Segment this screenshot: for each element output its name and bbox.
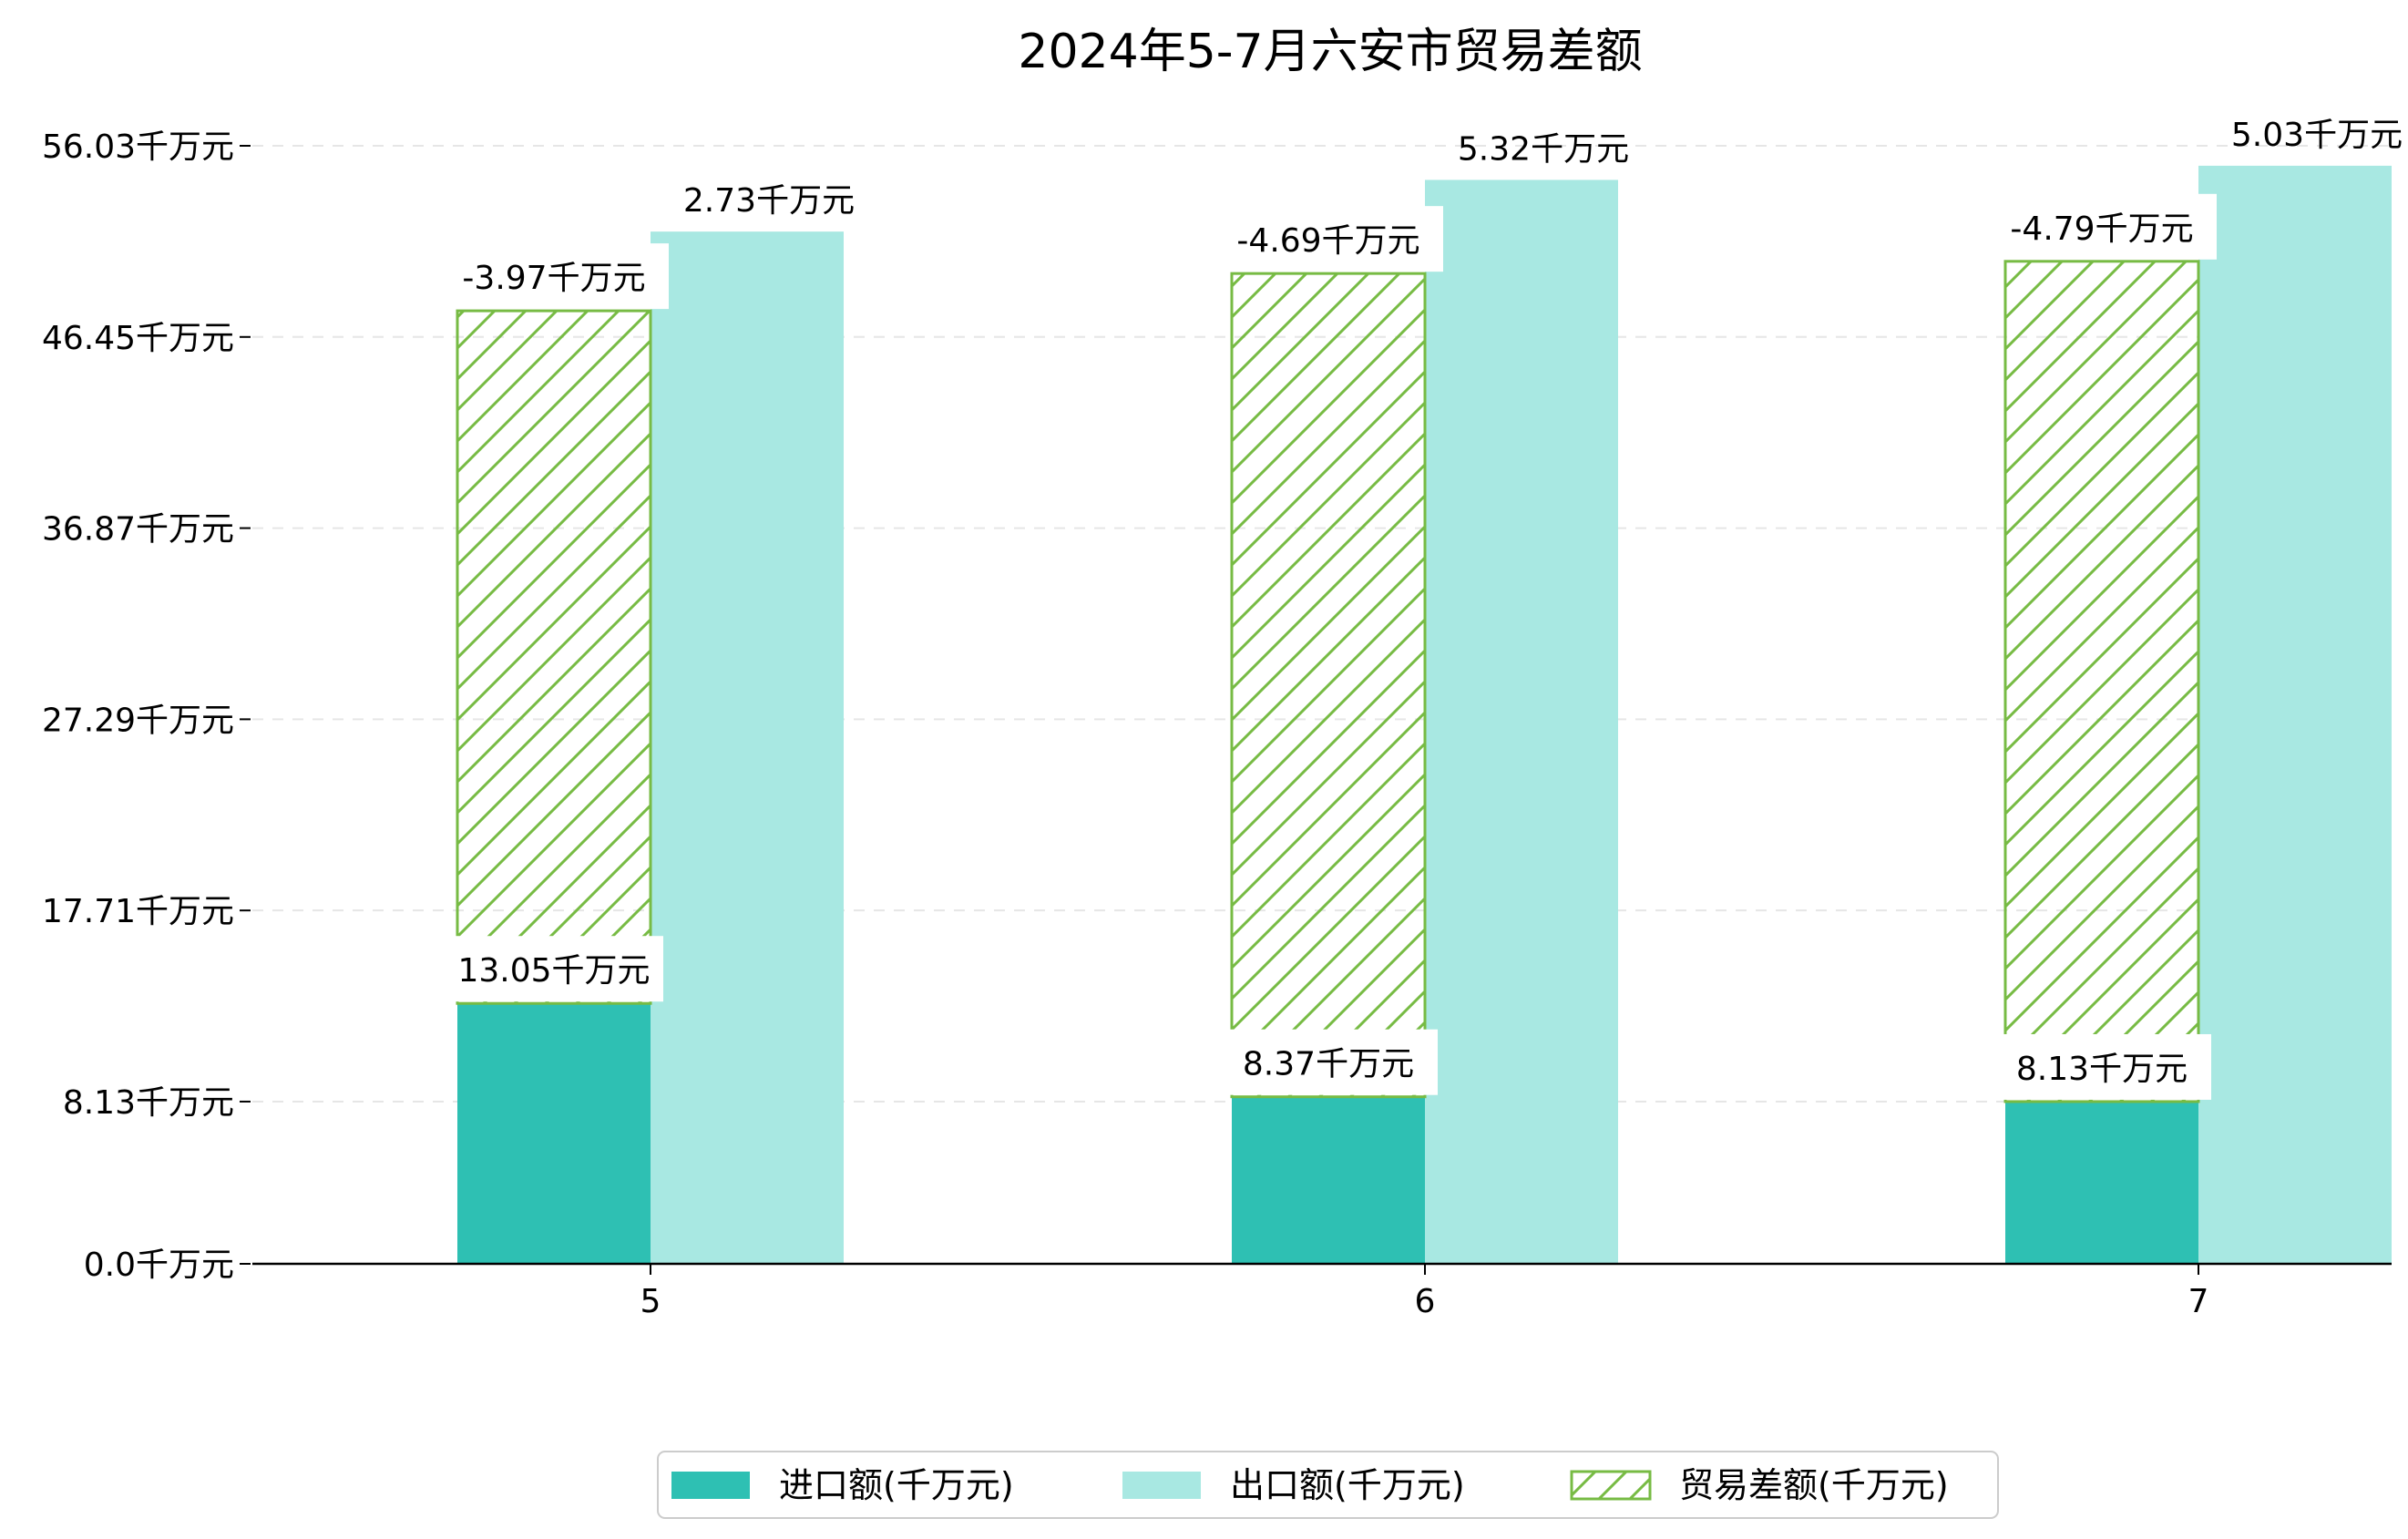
import-value-label: 13.05千万元: [457, 952, 650, 990]
legend-box: [657, 1451, 1999, 1519]
x-tick-label: 5: [640, 1283, 661, 1320]
legend-swatch: [671, 1472, 750, 1499]
balance-value-label: -4.79千万元: [2010, 210, 2193, 248]
balance-value-label: -4.69千万元: [1236, 222, 1419, 260]
y-tick-label: 0.0千万元: [84, 1247, 234, 1284]
legend: 进口额(千万元) 出口额(千万元) 贸易差额(千万元): [657, 1451, 1999, 1519]
export-value-label: 5.32千万元: [1458, 130, 1629, 168]
bars-layer: [456, 165, 2392, 1265]
export-value-label: 5.03千万元: [2231, 117, 2403, 154]
balance-label-box: [1991, 193, 2217, 260]
import-label-box: [1219, 1029, 1438, 1095]
legend-label: 贸易差额(千万元): [1679, 1465, 1949, 1505]
import-value-label: 8.37千万元: [1243, 1046, 1414, 1083]
y-tick-label: 36.87千万元: [42, 511, 234, 549]
trade-balance-bar: [1230, 272, 1427, 1099]
legend-swatch: [1122, 1472, 1201, 1499]
import-label-box: [445, 936, 663, 1002]
y-tick-label: 17.71千万元: [42, 893, 234, 930]
labels-layer: 13.05千万元 2.73千万元 -3.97千万元 8.37千万元 5.32千万元 -4.…: [443, 117, 2403, 1100]
legend-swatch: [1570, 1470, 1652, 1501]
y-tick-label: 46.45千万元: [42, 320, 234, 357]
y-tick-label: 56.03千万元: [42, 128, 234, 166]
export-bar: [651, 231, 844, 1264]
trade-balance-bar: [456, 309, 652, 1005]
balance-label-box: [1217, 206, 1443, 272]
balance-value-label: -3.97千万元: [462, 260, 645, 297]
export-value-label: 2.73千万元: [683, 182, 855, 220]
legend-label: 出口额(千万元): [1230, 1465, 1465, 1505]
export-bar: [2198, 165, 2392, 1265]
export-bar: [1425, 180, 1618, 1264]
import-bar: [457, 1003, 651, 1264]
import-label-box: [1993, 1033, 2211, 1100]
trade-balance-bar: [2003, 260, 2200, 1103]
import-bar: [2005, 1101, 2198, 1264]
x-tick-label: 7: [2188, 1283, 2209, 1320]
y-tick-label: 27.29千万元: [42, 702, 234, 739]
chart-title: 2024年5-7月六安市贸易差额: [1018, 25, 1642, 79]
balance-label-box: [443, 243, 669, 310]
y-tick-label: 8.13千万元: [63, 1084, 234, 1122]
import-bar: [1232, 1096, 1425, 1264]
legend-label: 进口额(千万元): [779, 1465, 1014, 1505]
x-tick-label: 6: [1415, 1283, 1436, 1320]
import-value-label: 8.13千万元: [2016, 1051, 2188, 1088]
axes-layer: 0.0千万元 8.13千万元 17.71千万元 27.29千万元 36.87千万元 46.…: [42, 128, 2392, 1320]
